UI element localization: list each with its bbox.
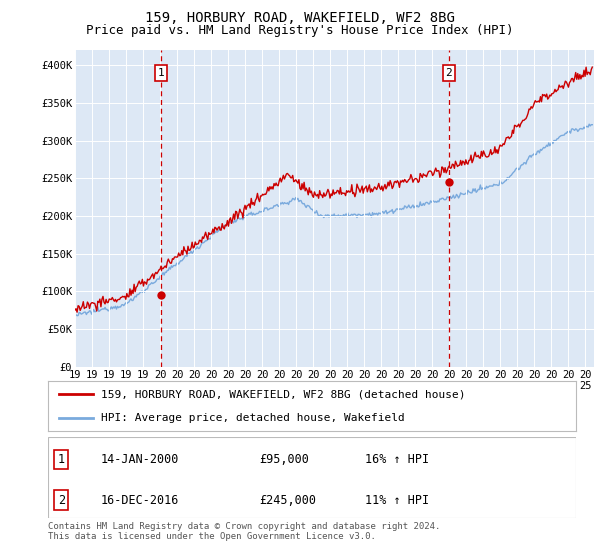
Text: 1: 1 bbox=[58, 453, 65, 466]
Text: Contains HM Land Registry data © Crown copyright and database right 2024.
This d: Contains HM Land Registry data © Crown c… bbox=[48, 522, 440, 542]
Text: 1: 1 bbox=[157, 68, 164, 78]
Text: £245,000: £245,000 bbox=[259, 493, 316, 507]
Text: HPI: Average price, detached house, Wakefield: HPI: Average price, detached house, Wake… bbox=[101, 413, 404, 423]
Text: £95,000: £95,000 bbox=[259, 453, 309, 466]
Text: 11% ↑ HPI: 11% ↑ HPI bbox=[365, 493, 429, 507]
Text: 2: 2 bbox=[445, 68, 452, 78]
Text: Price paid vs. HM Land Registry's House Price Index (HPI): Price paid vs. HM Land Registry's House … bbox=[86, 24, 514, 37]
Text: 2: 2 bbox=[58, 493, 65, 507]
Text: 16-DEC-2016: 16-DEC-2016 bbox=[101, 493, 179, 507]
Text: 14-JAN-2000: 14-JAN-2000 bbox=[101, 453, 179, 466]
Text: 159, HORBURY ROAD, WAKEFIELD, WF2 8BG (detached house): 159, HORBURY ROAD, WAKEFIELD, WF2 8BG (d… bbox=[101, 389, 466, 399]
Text: 16% ↑ HPI: 16% ↑ HPI bbox=[365, 453, 429, 466]
Text: 159, HORBURY ROAD, WAKEFIELD, WF2 8BG: 159, HORBURY ROAD, WAKEFIELD, WF2 8BG bbox=[145, 11, 455, 25]
